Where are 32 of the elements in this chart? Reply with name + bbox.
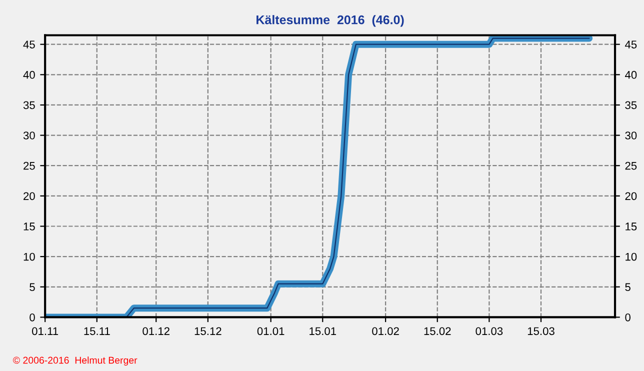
x-tick-label: 01.03: [476, 327, 503, 336]
y-tick-label: 40: [23, 70, 35, 79]
y2-tick-label: 35: [625, 101, 637, 110]
y-tick-label: 45: [23, 40, 35, 48]
x-tick-label: 01.02: [372, 327, 399, 336]
y-tick-label: 30: [23, 132, 35, 140]
x-tick-label: 15.01: [310, 327, 336, 336]
y-tick-label: 35: [23, 101, 35, 110]
y2-tick-label: 0: [625, 313, 630, 322]
y2-tick-label: 20: [625, 192, 637, 200]
y-tick-label: 10: [24, 252, 35, 261]
x-tick-label: 01.01: [257, 327, 284, 336]
y2-tick-label: 5: [625, 283, 630, 292]
y2-tick-label: 45: [624, 40, 637, 48]
x-tick-label: 15.11: [84, 327, 110, 336]
y-tick-label: 20: [24, 192, 35, 200]
y-tick-label: 0: [30, 313, 35, 322]
x-tick-label: 15.02: [424, 327, 451, 336]
chart-title: Kältesumme 2016 (46.0): [256, 15, 404, 27]
x-tick-label: 15.03: [528, 327, 554, 336]
y2-tick-label: 40: [624, 70, 637, 79]
x-tick-label: 01.12: [142, 327, 170, 336]
y-tick-label: 5: [30, 283, 35, 292]
y-tick-label: 25: [24, 162, 35, 170]
y2-tick-label: 30: [625, 132, 637, 140]
y2-tick-label: 10: [626, 252, 637, 261]
x-tick-label: 01.11: [32, 327, 58, 336]
text: © 2006-2016 Helmut Berger: [13, 356, 138, 366]
x-tick-label: 15.12: [194, 327, 222, 336]
y-tick-label: 15: [24, 222, 35, 230]
y2-tick-label: 25: [625, 162, 637, 170]
y2-tick-label: 15: [626, 222, 637, 230]
